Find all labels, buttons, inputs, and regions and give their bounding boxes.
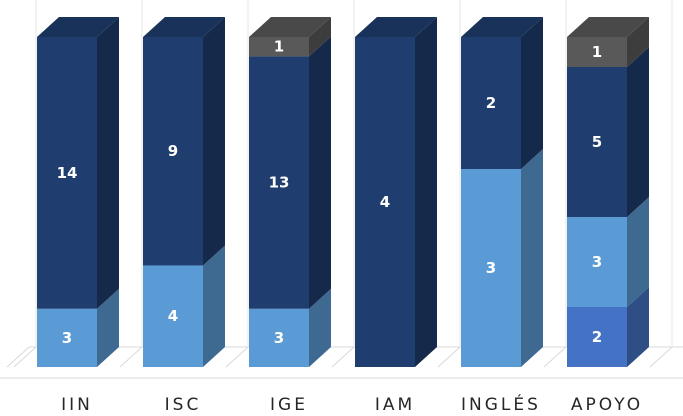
bar-segment	[567, 37, 627, 67]
x-tick-label: IIN	[61, 395, 93, 415]
bar-top	[37, 17, 119, 37]
bar-segment-side	[415, 17, 437, 367]
data-label: 3	[592, 253, 602, 271]
bar-segment	[355, 37, 415, 367]
bar-segment-side	[203, 17, 225, 266]
data-label: 5	[592, 133, 602, 151]
bar-segment-side	[309, 288, 331, 367]
data-label: 3	[486, 259, 496, 277]
bar-segment-side	[203, 245, 225, 367]
bar-segment	[567, 307, 627, 367]
grid-line	[225, 346, 249, 368]
bar-segment-side	[627, 197, 649, 307]
bar-segment	[461, 169, 521, 367]
grid-line	[543, 346, 567, 368]
bar-segment	[37, 37, 97, 309]
bar-top	[249, 17, 331, 37]
bar-segment	[567, 217, 627, 307]
bar-segment-side	[627, 287, 649, 367]
x-tick-label: IAM	[375, 395, 415, 415]
bar-segment-side	[521, 17, 543, 169]
data-label: 14	[57, 164, 78, 182]
bar-top	[461, 17, 543, 37]
bar-segment	[461, 37, 521, 169]
x-tick-label: APOYO	[571, 395, 643, 415]
bar-segment-side	[97, 17, 119, 309]
grid-line	[649, 346, 673, 368]
x-axis: IIN ISC IGE IAM INGLÉS APOYO	[61, 393, 643, 415]
bar-segment-side	[97, 288, 119, 367]
bar-segment	[249, 37, 309, 57]
data-label: 2	[486, 94, 496, 112]
x-tick-label: ISC	[165, 395, 202, 415]
bar-top	[143, 17, 225, 37]
bar-top	[355, 17, 437, 37]
bar-segment-side	[309, 17, 331, 57]
chart-bars	[37, 17, 649, 367]
data-label: 1	[592, 43, 602, 61]
data-label: 4	[380, 193, 390, 211]
bar-segment	[37, 308, 97, 367]
grid-line	[119, 346, 143, 368]
bar-segment-side	[309, 36, 331, 309]
data-label: 4	[168, 307, 178, 325]
data-label: 9	[168, 142, 178, 160]
grid-line	[13, 346, 37, 368]
data-label: 3	[274, 329, 284, 347]
x-tick-label: IGE	[270, 395, 308, 415]
grid-line	[437, 346, 461, 368]
bar-segment	[143, 265, 203, 367]
bar-top	[567, 17, 649, 37]
bar-segment	[143, 37, 203, 266]
bar-segment-side	[627, 17, 649, 67]
x-tick-label: INGLÉS	[461, 393, 541, 415]
bar-segment	[249, 308, 309, 367]
bar-segment	[567, 67, 627, 217]
bar-segment-side	[627, 47, 649, 217]
bar-segment	[249, 56, 309, 309]
data-label: 13	[269, 174, 290, 192]
grid-line	[331, 346, 355, 368]
data-label: 2	[592, 328, 602, 346]
bar-segment-side	[521, 149, 543, 367]
data-label: 3	[62, 329, 72, 347]
data-label: 1	[274, 38, 284, 56]
